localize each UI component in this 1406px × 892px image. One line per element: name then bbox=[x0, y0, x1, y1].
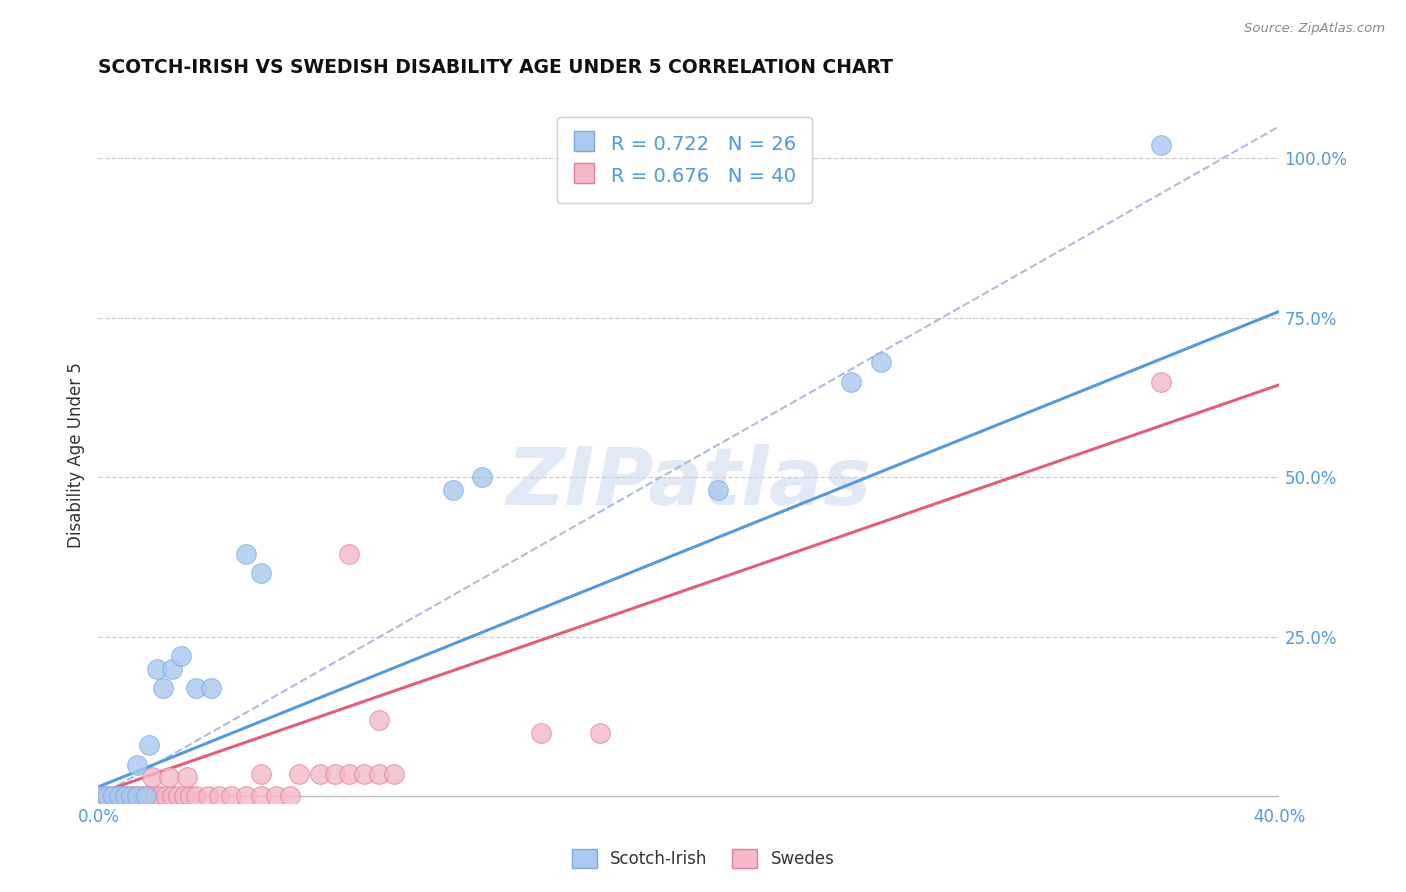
Point bbox=[149, 789, 172, 804]
Point bbox=[1150, 375, 1173, 389]
Text: ZIPatlas: ZIPatlas bbox=[506, 443, 872, 522]
Legend: R = 0.722   N = 26, R = 0.676   N = 40: R = 0.722 N = 26, R = 0.676 N = 40 bbox=[557, 117, 813, 202]
Point bbox=[132, 789, 155, 804]
Point bbox=[167, 789, 190, 804]
Point bbox=[250, 789, 273, 804]
Point bbox=[135, 789, 157, 804]
Point bbox=[120, 789, 142, 804]
Point bbox=[250, 566, 273, 580]
Point bbox=[353, 767, 375, 781]
Y-axis label: Disability Age Under 5: Disability Age Under 5 bbox=[66, 362, 84, 548]
Point bbox=[278, 789, 302, 804]
Point bbox=[869, 355, 891, 369]
Point bbox=[125, 757, 148, 772]
Point bbox=[96, 789, 118, 804]
Point bbox=[471, 470, 494, 484]
Point bbox=[1150, 138, 1173, 153]
Point bbox=[155, 789, 177, 804]
Point bbox=[170, 648, 193, 663]
Point bbox=[176, 770, 198, 784]
Point bbox=[382, 767, 405, 781]
Point bbox=[530, 725, 553, 739]
Point bbox=[288, 767, 311, 781]
Point bbox=[103, 789, 125, 804]
Point bbox=[197, 789, 219, 804]
Point bbox=[108, 789, 131, 804]
Point bbox=[337, 547, 360, 561]
Point bbox=[368, 767, 391, 781]
Point bbox=[120, 789, 142, 804]
Point bbox=[235, 547, 257, 561]
Point bbox=[441, 483, 464, 497]
Point bbox=[250, 767, 273, 781]
Point bbox=[839, 375, 862, 389]
Point bbox=[157, 770, 180, 784]
Point bbox=[162, 662, 183, 676]
Point bbox=[707, 483, 730, 497]
Point bbox=[235, 789, 257, 804]
Point bbox=[138, 789, 160, 804]
Point bbox=[200, 681, 222, 695]
Point bbox=[184, 789, 207, 804]
Point bbox=[179, 789, 201, 804]
Point bbox=[114, 789, 136, 804]
Point bbox=[219, 789, 242, 804]
Point bbox=[141, 770, 163, 784]
Point bbox=[90, 789, 112, 804]
Point bbox=[108, 789, 131, 804]
Point bbox=[323, 767, 346, 781]
Point bbox=[114, 789, 136, 804]
Point bbox=[125, 789, 148, 804]
Point bbox=[208, 789, 231, 804]
Point bbox=[184, 681, 207, 695]
Point bbox=[162, 789, 183, 804]
Text: SCOTCH-IRISH VS SWEDISH DISABILITY AGE UNDER 5 CORRELATION CHART: SCOTCH-IRISH VS SWEDISH DISABILITY AGE U… bbox=[98, 58, 893, 77]
Text: Source: ZipAtlas.com: Source: ZipAtlas.com bbox=[1244, 22, 1385, 36]
Point bbox=[125, 789, 148, 804]
Point bbox=[173, 789, 195, 804]
Point bbox=[309, 767, 332, 781]
Point bbox=[96, 789, 118, 804]
Point bbox=[368, 713, 391, 727]
Point bbox=[103, 789, 125, 804]
Point bbox=[138, 739, 160, 753]
Point bbox=[146, 662, 169, 676]
Point bbox=[152, 681, 174, 695]
Point bbox=[90, 789, 112, 804]
Legend: Scotch-Irish, Swedes: Scotch-Irish, Swedes bbox=[565, 843, 841, 875]
Point bbox=[337, 767, 360, 781]
Point bbox=[589, 725, 612, 739]
Point bbox=[264, 789, 287, 804]
Point bbox=[143, 789, 166, 804]
